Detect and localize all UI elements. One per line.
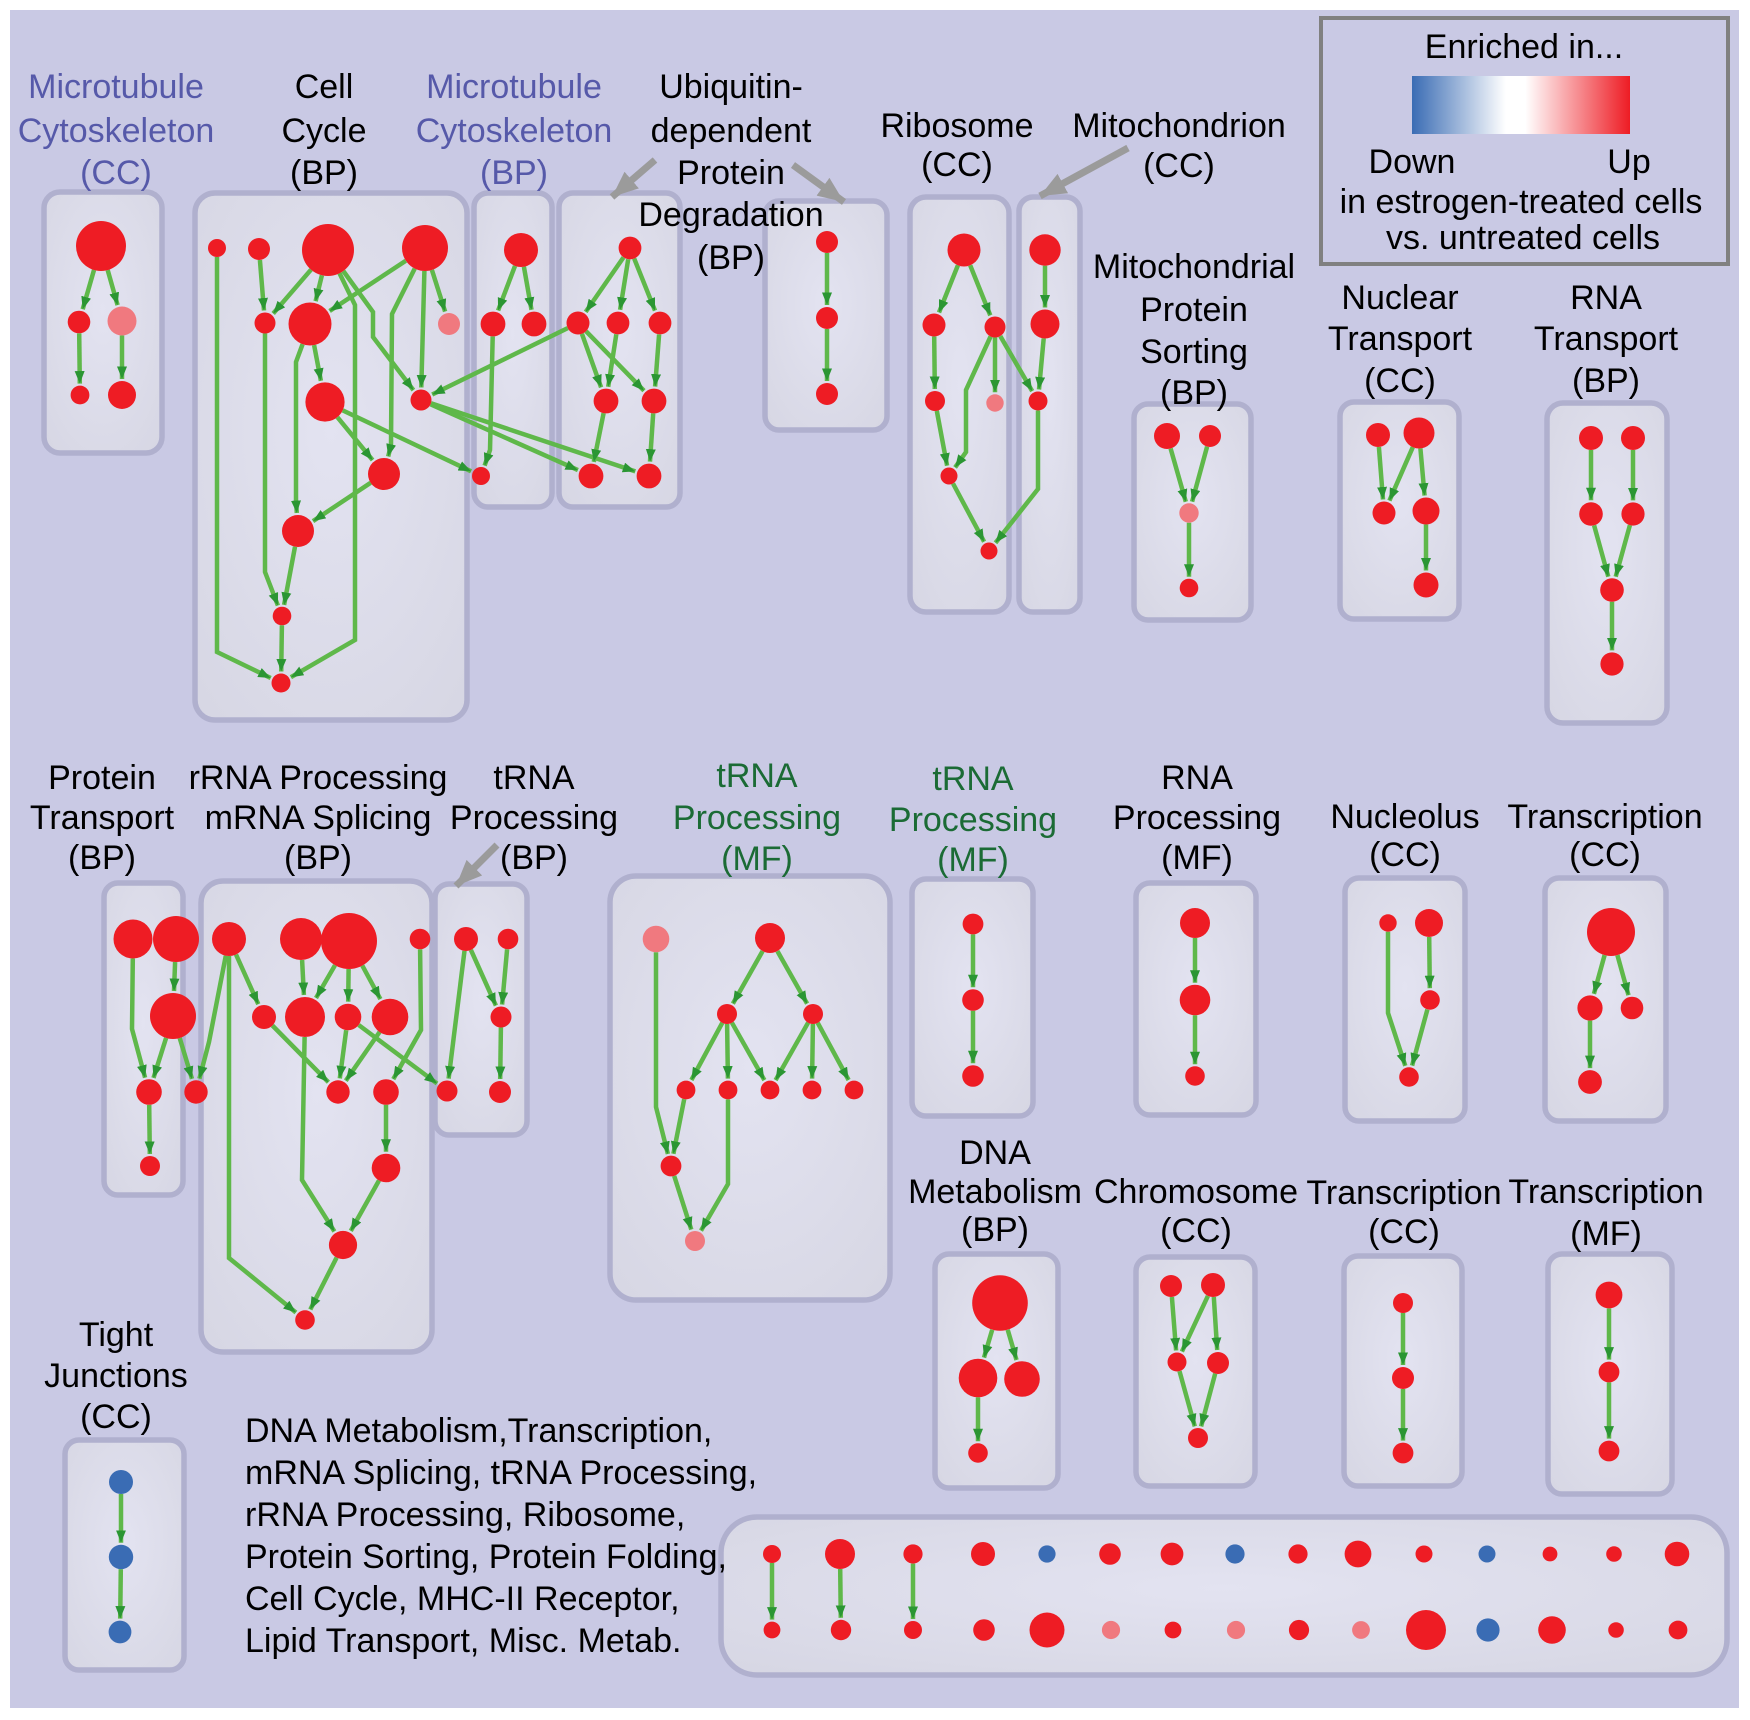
svg-text:Down: Down bbox=[1369, 143, 1456, 181]
svg-text:Ribosome: Ribosome bbox=[880, 107, 1033, 145]
svg-text:RNA: RNA bbox=[1161, 759, 1233, 797]
svg-text:(MF): (MF) bbox=[1161, 839, 1233, 877]
svg-text:Cytoskeleton: Cytoskeleton bbox=[18, 112, 215, 150]
svg-text:DNA Metabolism,Transcription,: DNA Metabolism,Transcription, bbox=[245, 1412, 712, 1450]
svg-text:Microtubule: Microtubule bbox=[426, 68, 602, 106]
svg-text:Transport: Transport bbox=[30, 799, 175, 837]
svg-text:in estrogen-treated cells: in estrogen-treated cells bbox=[1340, 183, 1703, 221]
svg-text:(CC): (CC) bbox=[80, 1398, 152, 1436]
svg-text:Protein: Protein bbox=[677, 154, 785, 192]
svg-text:Metabolism: Metabolism bbox=[908, 1173, 1082, 1211]
svg-text:rRNA Processing: rRNA Processing bbox=[189, 759, 448, 797]
svg-text:Mitochondrion: Mitochondrion bbox=[1072, 107, 1286, 145]
svg-text:(BP): (BP) bbox=[480, 154, 548, 192]
svg-text:(CC): (CC) bbox=[921, 146, 993, 184]
svg-text:Protein Sorting, Protein Foldi: Protein Sorting, Protein Folding, bbox=[245, 1538, 727, 1576]
svg-text:Protein: Protein bbox=[48, 759, 156, 797]
svg-text:Chromosome: Chromosome bbox=[1094, 1173, 1298, 1211]
svg-text:(MF): (MF) bbox=[937, 841, 1009, 879]
svg-text:Transcription: Transcription bbox=[1508, 1173, 1703, 1211]
svg-text:rRNA Processing, Ribosome,: rRNA Processing, Ribosome, bbox=[245, 1496, 685, 1534]
svg-text:(BP): (BP) bbox=[500, 839, 568, 877]
svg-text:Transport: Transport bbox=[1534, 320, 1679, 358]
svg-text:(CC): (CC) bbox=[1364, 362, 1436, 400]
svg-text:(MF): (MF) bbox=[1570, 1215, 1642, 1253]
svg-text:mRNA Splicing: mRNA Splicing bbox=[205, 799, 432, 837]
svg-text:Cell: Cell bbox=[295, 68, 354, 106]
svg-text:Protein: Protein bbox=[1140, 291, 1248, 329]
svg-text:(CC): (CC) bbox=[1143, 147, 1215, 185]
svg-text:Transcription: Transcription bbox=[1507, 798, 1702, 836]
svg-text:Ubiquitin-: Ubiquitin- bbox=[659, 68, 803, 106]
svg-text:(BP): (BP) bbox=[284, 839, 352, 877]
svg-text:Degradation: Degradation bbox=[638, 196, 823, 234]
svg-text:Processing: Processing bbox=[1113, 799, 1281, 837]
svg-text:DNA: DNA bbox=[959, 1134, 1031, 1172]
svg-text:Sorting: Sorting bbox=[1140, 333, 1248, 371]
svg-text:Cytoskeleton: Cytoskeleton bbox=[416, 112, 613, 150]
svg-text:Lipid Transport, Misc. Metab.: Lipid Transport, Misc. Metab. bbox=[245, 1622, 682, 1660]
svg-text:Enriched in...: Enriched in... bbox=[1425, 28, 1623, 66]
svg-text:(BP): (BP) bbox=[1160, 374, 1228, 412]
svg-text:Nucleolus: Nucleolus bbox=[1330, 798, 1479, 836]
svg-text:Cycle: Cycle bbox=[281, 112, 366, 150]
svg-text:(BP): (BP) bbox=[961, 1211, 1029, 1249]
svg-text:mRNA Splicing, tRNA Processing: mRNA Splicing, tRNA Processing, bbox=[245, 1454, 757, 1492]
svg-text:(CC): (CC) bbox=[1569, 836, 1641, 874]
svg-text:Cell Cycle, MHC-II Receptor,: Cell Cycle, MHC-II Receptor, bbox=[245, 1580, 680, 1618]
svg-text:Processing: Processing bbox=[673, 799, 841, 837]
svg-text:Mitochondrial: Mitochondrial bbox=[1093, 248, 1295, 286]
svg-text:Transport: Transport bbox=[1328, 320, 1473, 358]
svg-text:Transcription: Transcription bbox=[1306, 1174, 1501, 1212]
svg-text:tRNA: tRNA bbox=[493, 759, 575, 797]
svg-text:Processing: Processing bbox=[450, 799, 618, 837]
svg-text:(BP): (BP) bbox=[1572, 362, 1640, 400]
svg-text:(BP): (BP) bbox=[697, 239, 765, 277]
svg-text:Processing: Processing bbox=[889, 801, 1057, 839]
svg-text:(MF): (MF) bbox=[721, 840, 793, 878]
svg-text:(BP): (BP) bbox=[68, 839, 136, 877]
svg-text:(CC): (CC) bbox=[1369, 836, 1441, 874]
svg-text:Junctions: Junctions bbox=[44, 1357, 188, 1395]
svg-text:tRNA: tRNA bbox=[932, 760, 1014, 798]
svg-text:tRNA: tRNA bbox=[716, 757, 798, 795]
svg-text:Nuclear: Nuclear bbox=[1341, 279, 1458, 317]
svg-text:(CC): (CC) bbox=[1160, 1212, 1232, 1250]
svg-text:Microtubule: Microtubule bbox=[28, 68, 204, 106]
svg-text:RNA: RNA bbox=[1570, 279, 1642, 317]
svg-text:Up: Up bbox=[1607, 143, 1650, 181]
svg-text:(BP): (BP) bbox=[290, 154, 358, 192]
svg-text:dependent: dependent bbox=[651, 112, 812, 150]
svg-text:Tight: Tight bbox=[79, 1316, 154, 1354]
svg-text:(CC): (CC) bbox=[1368, 1213, 1440, 1251]
svg-text:vs. untreated cells: vs. untreated cells bbox=[1386, 219, 1660, 257]
svg-text:(CC): (CC) bbox=[80, 154, 152, 192]
